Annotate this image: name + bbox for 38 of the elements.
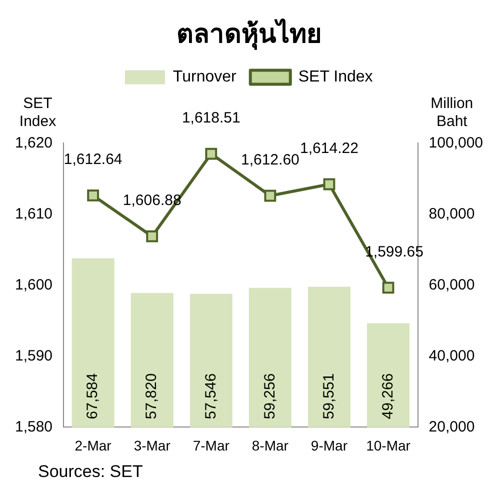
point: [382, 282, 394, 294]
x-tick-label: 7-Mar: [192, 437, 230, 454]
x-tick-label: 10-Mar: [366, 437, 411, 454]
point: [205, 148, 218, 160]
x-tick-label: 2-Mar: [74, 437, 112, 454]
data-label: 57,546: [202, 373, 220, 420]
data-label: 1,612.60: [240, 151, 300, 168]
data-label: 59,551: [320, 373, 338, 420]
y-tick-label: 1,610: [14, 205, 53, 222]
y2-axis-title: Million Baht: [430, 94, 474, 130]
point: [264, 190, 276, 202]
data-label: 1,614.22: [300, 140, 358, 157]
y2-tick-label: 20,000: [428, 418, 475, 436]
legend-label: Turnover: [172, 68, 238, 86]
data-label: 57,820: [143, 373, 160, 420]
data-label: 1,612.64: [64, 151, 122, 168]
y-axis-title: SET Index: [19, 94, 57, 130]
legend-label: SET Index: [298, 68, 373, 86]
y2-tick-label: 80,000: [428, 205, 475, 222]
x-tick-label: 3-Mar: [134, 437, 171, 454]
point: [323, 178, 336, 190]
y-tick-label: 1,590: [14, 347, 53, 364]
y2-tick-label: 60,000: [428, 276, 475, 294]
y-tick-label: 1,620: [14, 134, 53, 152]
point: [87, 190, 100, 202]
x-tick-label: 8-Mar: [252, 437, 289, 454]
point: [146, 230, 158, 242]
data-label: 49,266: [379, 373, 396, 420]
data-label: 1,618.51: [182, 109, 240, 126]
y2-tick-label: 40,000: [428, 347, 475, 364]
y-tick-label: 1,580: [14, 418, 53, 436]
chart-title: ตลาดหุ้นไทย: [176, 17, 322, 50]
y-tick-label: 1,600: [14, 276, 53, 294]
x-tick-label: 9-Mar: [310, 437, 348, 454]
data-label: 67,584: [84, 373, 102, 420]
source-note: Sources: SET: [38, 462, 144, 482]
y2-tick-label: 100,000: [428, 134, 484, 152]
data-label: 59,256: [261, 373, 278, 420]
